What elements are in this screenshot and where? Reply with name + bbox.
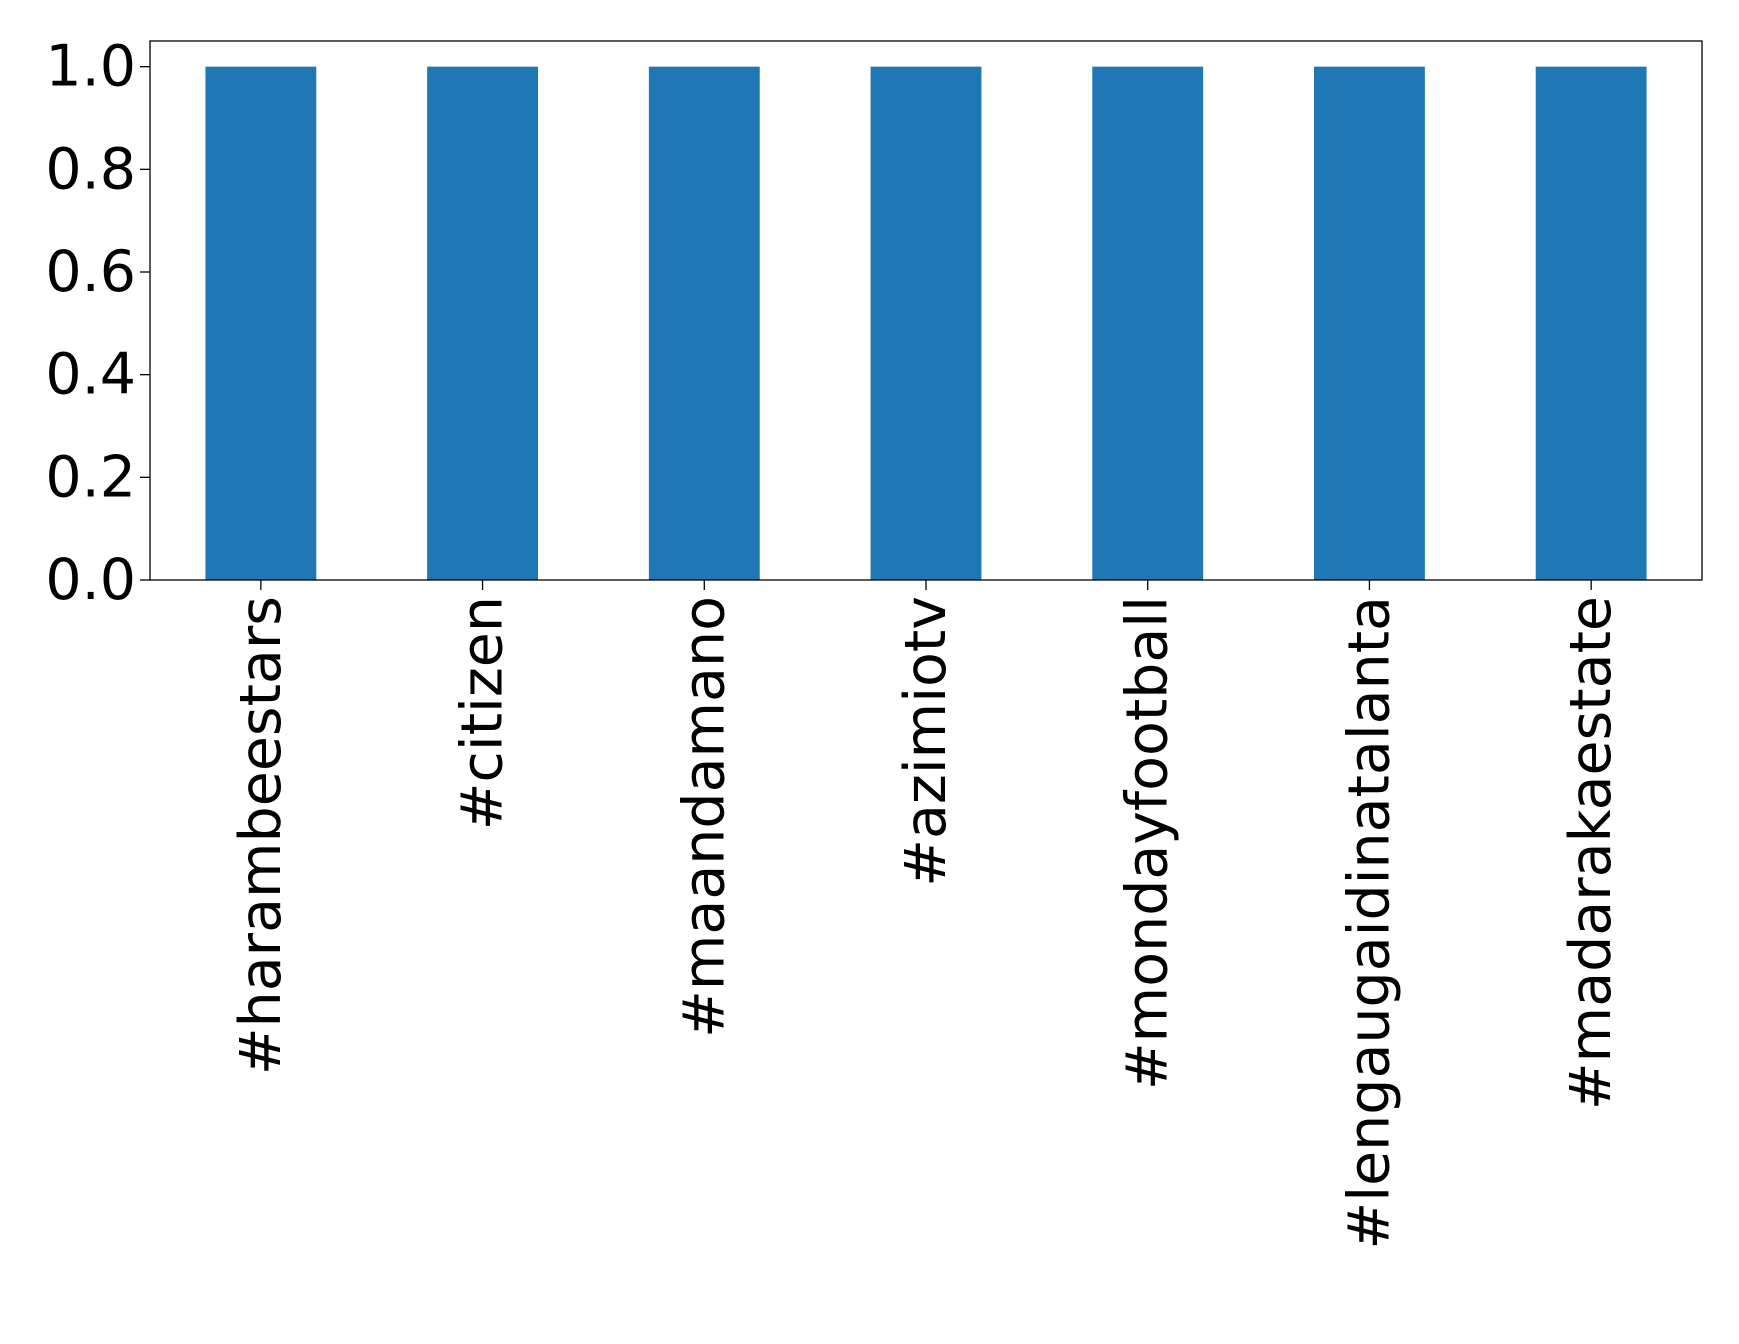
x-tick-label: #mondayfootball xyxy=(1115,596,1181,1090)
y-tick-label: 0.4 xyxy=(45,342,136,408)
y-tick-label: 0.6 xyxy=(45,239,136,305)
bar xyxy=(1314,66,1425,581)
bar xyxy=(427,66,538,581)
bar xyxy=(870,66,982,581)
plot-area xyxy=(149,40,1703,581)
x-axis: #harambeestars #citizen #maandamano #azimio… xyxy=(228,580,1624,1250)
x-tick-label: #harambeestars xyxy=(228,596,294,1075)
bars xyxy=(205,66,1647,581)
bar xyxy=(1092,66,1204,581)
y-tick-label: 0.0 xyxy=(45,547,136,613)
bar xyxy=(1535,66,1647,581)
bar xyxy=(648,66,760,581)
bar xyxy=(205,66,317,581)
x-tick-label: #citizen xyxy=(450,596,516,830)
plot-frame xyxy=(149,40,1703,581)
x-tick-label: #azimiotv xyxy=(893,596,959,887)
x-tick-label: #lengaugaidinatalanta xyxy=(1336,596,1402,1250)
y-tick-label: 0.8 xyxy=(45,136,136,202)
y-tick-label: 0.2 xyxy=(45,444,136,510)
x-tick-label: #madarakaestate xyxy=(1558,596,1624,1110)
y-tick-label: 1.0 xyxy=(45,34,136,100)
x-tick-label: #maandamano xyxy=(671,596,737,1038)
y-axis: 0.0 0.2 0.4 0.6 0.8 1.0 xyxy=(45,34,150,613)
